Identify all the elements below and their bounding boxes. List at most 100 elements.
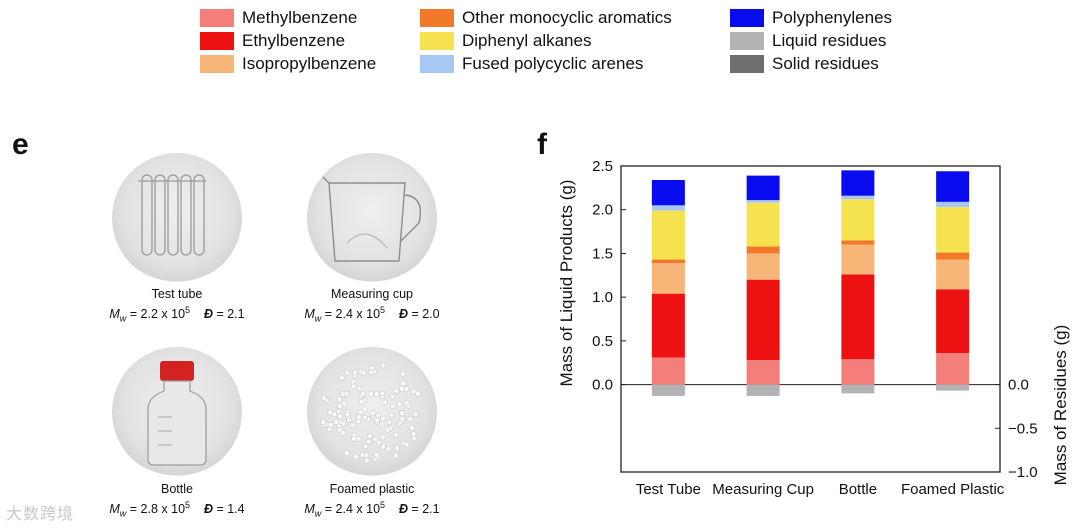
y2-tick-label: 0.0 [1008, 377, 1029, 394]
legend-label: Liquid residues [772, 31, 887, 50]
bar-fused-polycyclic-arenes [746, 200, 780, 203]
legend-label: Fused polycyclic arenes [462, 54, 644, 73]
mw-symbol: M [304, 502, 315, 517]
legend-swatch [420, 55, 454, 73]
legend-swatch [730, 32, 764, 50]
y-tick-label: 1.5 [592, 245, 613, 262]
dispersity-value: = 2.1 [407, 502, 440, 517]
dispersity-symbol: Đ [203, 307, 213, 322]
legend-item-isopropylbenzene: Isopropylbenzene [200, 54, 376, 74]
mw-subscript: w [314, 313, 322, 324]
bar-fused-polycyclic-arenes [841, 195, 875, 200]
bar-methylbenzene [746, 360, 780, 385]
legend-label: Solid residues [772, 54, 879, 73]
y2-tick-label: −0.5 [1008, 420, 1038, 437]
bar-polyphenylenes [936, 171, 970, 202]
dispersity-symbol: Đ [398, 502, 408, 517]
y2-tick-label: −1.0 [1008, 464, 1038, 481]
test-tube-photo [112, 153, 242, 283]
bar-other-monocyclic-aromatics [841, 240, 875, 245]
bar-ethylbenzene [651, 293, 685, 358]
legend-label: Methylbenzene [242, 8, 358, 27]
bar-methylbenzene [651, 357, 685, 385]
bottle-name: Bottle [161, 482, 193, 496]
mw-exponent: 5 [185, 500, 191, 510]
watermark: 大数跨境 [6, 506, 75, 523]
bottle-photo [112, 347, 242, 477]
y-tick-label: 1.0 [592, 289, 613, 306]
stacked-bar-chart: 2.5 2.0 1.5 1.0 0.5 0.0 0.0 −0.5 −1.0 Mass of Liq… [557, 158, 1070, 498]
legend-swatch [200, 9, 234, 27]
plot-frame [620, 165, 1001, 473]
legend-item-methylbenzene: Methylbenzene [200, 8, 357, 28]
bar-ethylbenzene [936, 289, 970, 354]
measuring-cup-photo [307, 153, 437, 283]
mw-value: = 2.4 x 10 [321, 502, 381, 517]
legend-label: Polyphenylenes [772, 8, 893, 27]
legend-swatch [730, 55, 764, 73]
mw-exponent: 5 [380, 305, 386, 315]
bar-other-monocyclic-aromatics [651, 259, 685, 264]
bar-liquid-residues [651, 384, 685, 396]
bar-methylbenzene [841, 359, 875, 385]
dispersity-symbol: Đ [203, 502, 213, 517]
mw-value: = 2.2 x 10 [126, 307, 186, 322]
dispersity-symbol: Đ [398, 307, 408, 322]
mw-value: = 2.8 x 10 [126, 502, 186, 517]
mw-exponent: 5 [185, 305, 191, 315]
bar-liquid-residues [841, 384, 875, 394]
legend-label: Ethylbenzene [242, 31, 346, 50]
legend-item-solid-residues: Solid residues [730, 54, 879, 74]
mw-value: = 2.4 x 10 [321, 307, 381, 322]
y-tick-label: 0.5 [592, 333, 613, 350]
bar-polyphenylenes [841, 170, 875, 196]
dispersity-value: = 1.4 [212, 502, 245, 517]
bar-fused-polycyclic-arenes [936, 201, 970, 208]
legend-swatch [730, 9, 764, 27]
legend: Methylbenzene Ethylbenzene Isopropylbenzen… [200, 8, 920, 80]
test-tube-properties: Mw = 2.2 x 105 Đ = 2.1 [67, 305, 287, 324]
legend-item-polyphenylenes: Polyphenylenes [730, 8, 892, 28]
panel-letter-f: f [537, 128, 547, 161]
y-axis-title: Mass of Liquid Products (g) [557, 180, 576, 387]
bar-isopropylbenzene [746, 253, 780, 280]
dispersity-value: = 2.1 [212, 307, 245, 322]
dispersity-value: = 2.0 [407, 307, 440, 322]
legend-swatch [200, 55, 234, 73]
bar-isopropylbenzene [936, 259, 970, 290]
legend-label: Isopropylbenzene [242, 54, 377, 73]
x-tick-label: Bottle [839, 481, 877, 498]
bar-liquid-residues [746, 384, 780, 396]
legend-swatch [200, 32, 234, 50]
mw-exponent: 5 [380, 500, 386, 510]
legend-item-liquid-residues: Liquid residues [730, 31, 886, 51]
mw-symbol: M [109, 307, 120, 322]
bar-methylbenzene [936, 353, 970, 385]
bar-fused-polycyclic-arenes [651, 205, 685, 211]
foamed-plastic-photo [307, 347, 437, 477]
test-tube-name: Test tube [151, 287, 203, 301]
legend-item-diphenyl-alkanes: Diphenyl alkanes [420, 31, 591, 51]
measuring-cup-properties: Mw = 2.4 x 105 Đ = 2.0 [262, 305, 482, 324]
bar-liquid-residues [936, 384, 970, 391]
legend-item-other-monocyclic-aromatics: Other monocyclic aromatics [420, 8, 672, 28]
bar-isopropylbenzene [841, 244, 875, 275]
measuring-cup-name: Measuring cup [331, 287, 413, 301]
foamed-plastic-properties: Mw = 2.4 x 105 Đ = 2.1 [262, 500, 482, 519]
foamed-plastic-name: Foamed plastic [329, 482, 415, 496]
legend-item-fused-polycyclic-arenes: Fused polycyclic arenes [420, 54, 643, 74]
legend-swatch [420, 9, 454, 27]
legend-swatch [420, 32, 454, 50]
bar-diphenyl-alkanes [841, 199, 875, 241]
x-tick-label: Foamed Plastic [901, 481, 1005, 498]
y2-axis-title: Mass of Residues (g) [1051, 325, 1070, 486]
bar-diphenyl-alkanes [746, 202, 780, 247]
bar-diphenyl-alkanes [651, 210, 685, 260]
bar-isopropylbenzene [651, 263, 685, 294]
mw-subscript: w [119, 313, 127, 324]
bar-other-monocyclic-aromatics [936, 252, 970, 260]
mw-subscript: w [314, 508, 322, 519]
bar-ethylbenzene [841, 274, 875, 360]
panel-letter-e: e [12, 128, 29, 161]
y-tick-label: 0.0 [592, 377, 613, 394]
